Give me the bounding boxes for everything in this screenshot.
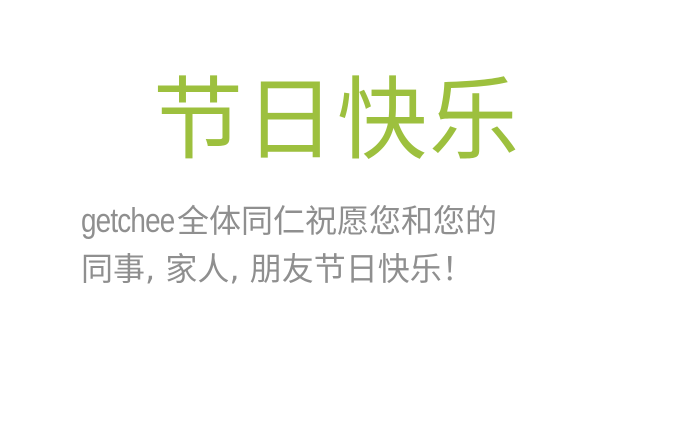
holiday-title: 节日快乐 [153, 68, 521, 173]
brand-name: getchee [81, 202, 175, 240]
message-line-1: getchee全体同仁祝愿您和您的 [81, 197, 641, 245]
message-line-2: 同事, 家人, 朋友节日快乐！ [81, 250, 474, 288]
greeting-message: getchee全体同仁祝愿您和您的 同事, 家人, 朋友节日快乐！ [81, 197, 641, 293]
message-line-1-text: 全体同仁祝愿您和您的 [177, 202, 498, 240]
